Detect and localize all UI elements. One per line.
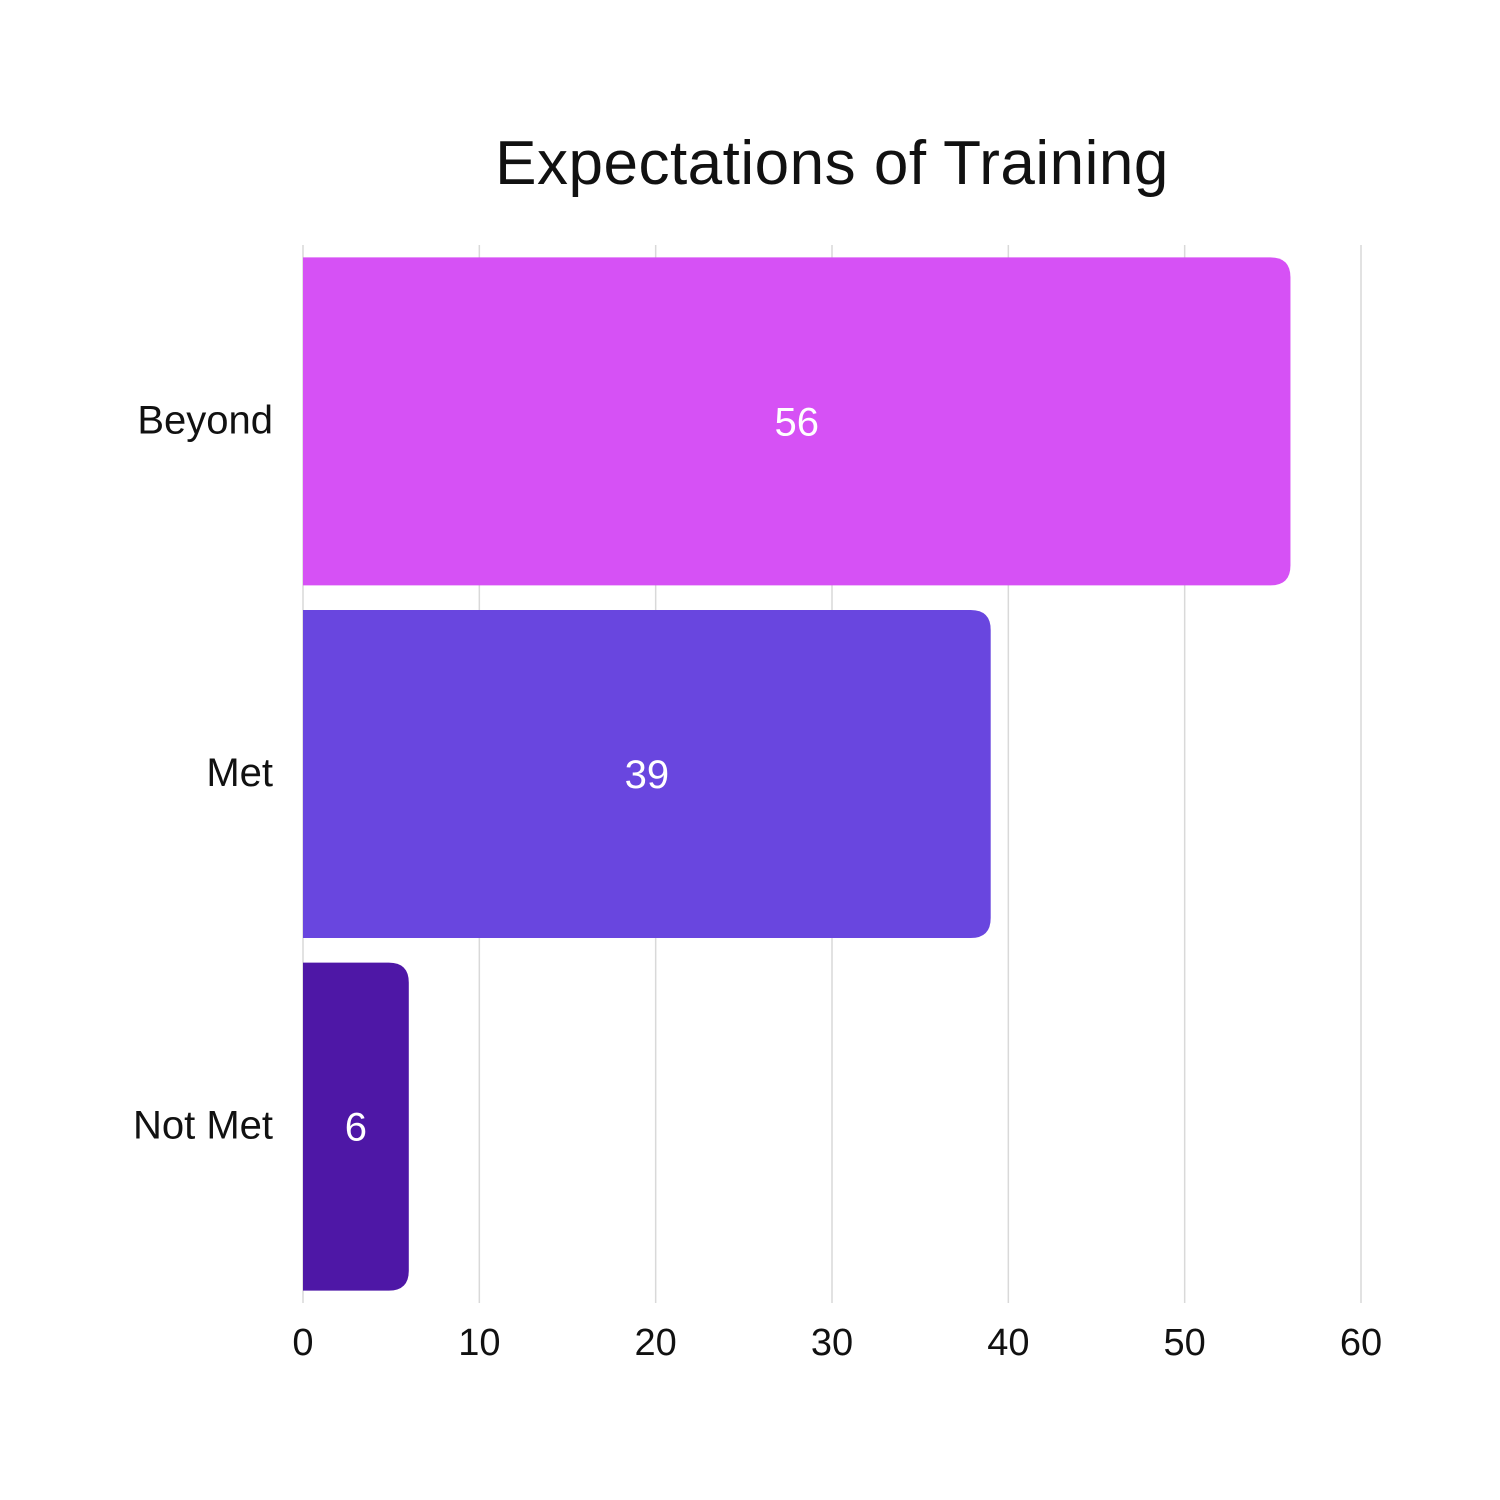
x-axis-ticks: 0 10 20 30 40 50 60: [292, 1322, 1382, 1364]
chart-title: Expectations of Training: [495, 129, 1169, 198]
bar-met: [303, 610, 991, 938]
x-tick-label: 50: [1164, 1322, 1206, 1364]
category-label: Not Met: [133, 1104, 273, 1148]
data-label: 56: [774, 400, 819, 444]
x-tick-label: 40: [987, 1322, 1029, 1364]
x-tick-label: 60: [1340, 1322, 1382, 1364]
data-label: 39: [625, 753, 670, 797]
bar-not-met: [303, 962, 409, 1291]
data-label: 6: [345, 1106, 367, 1150]
category-labels: Beyond Met Not Met: [133, 398, 273, 1147]
x-tick-label: 10: [458, 1322, 500, 1364]
x-tick-label: 30: [811, 1322, 853, 1364]
bar-beyond: [303, 257, 1291, 586]
x-tick-label: 20: [635, 1322, 677, 1364]
x-tick-label: 0: [292, 1322, 313, 1364]
bars: 56 39 6: [303, 257, 1291, 1291]
category-label: Met: [206, 751, 273, 795]
category-label: Beyond: [137, 398, 273, 442]
